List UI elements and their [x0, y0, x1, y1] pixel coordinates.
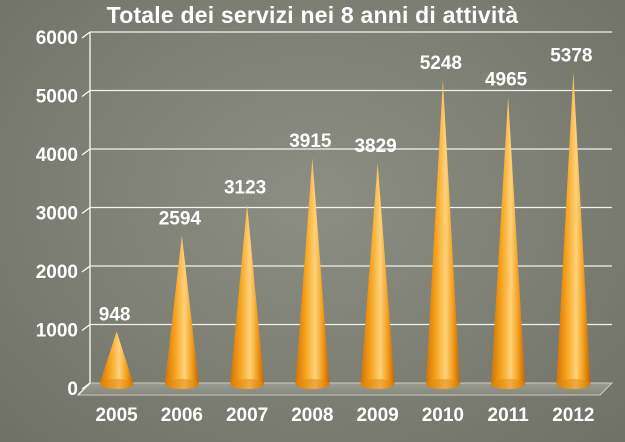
cone-2010: [425, 79, 460, 389]
x-tick-label: 2010: [422, 405, 464, 426]
cone-base: [425, 379, 460, 389]
y-tick-mark: [81, 382, 91, 390]
y-tick-label: 3000: [36, 204, 78, 225]
y-tick-mark: [81, 207, 91, 214]
cone-2006: [164, 235, 199, 389]
data-label: 948: [99, 305, 131, 326]
cone-body: [425, 79, 460, 389]
cone-base: [99, 379, 134, 389]
cone-base: [491, 379, 526, 389]
y-tick-label: 1000: [36, 321, 78, 342]
cone-2007: [230, 204, 265, 389]
y-tick-mark: [81, 265, 91, 273]
cone-body: [164, 235, 199, 389]
cone-body: [295, 157, 330, 389]
y-tick-label: 2000: [36, 262, 78, 283]
x-tick-label: 2007: [226, 405, 268, 426]
data-label: 5248: [420, 53, 462, 74]
cone-2005: [99, 331, 134, 389]
cone-base: [556, 379, 591, 389]
y-tick-mark: [81, 324, 91, 331]
data-label: 3915: [289, 131, 332, 152]
cone-2008: [295, 157, 330, 389]
y-tick-mark: [81, 90, 91, 97]
cone-base: [360, 379, 395, 389]
cone-series: [99, 72, 591, 390]
cone-body: [99, 331, 134, 389]
x-tick-label: 2011: [488, 405, 530, 426]
cone-body: [360, 163, 395, 389]
chart-title: Totale dei servizi nei 8 anni di attivit…: [106, 2, 519, 28]
cone-base: [295, 379, 330, 389]
x-tick-label: 2006: [161, 405, 203, 426]
chart-floor: [76, 382, 614, 396]
cone-2012: [556, 72, 591, 390]
y-tick-mark: [81, 148, 91, 156]
cone-2011: [491, 96, 526, 390]
cone-body: [230, 204, 265, 389]
data-label: 4965: [485, 70, 528, 91]
gridlines: [90, 31, 612, 326]
y-tick-label: 6000: [36, 28, 78, 49]
y-tick-label: 5000: [36, 87, 78, 108]
y-tick-label: 0: [67, 379, 78, 400]
x-tick-label: 2009: [356, 405, 398, 426]
data-label: 3123: [224, 177, 266, 198]
cone-body: [491, 96, 526, 390]
data-labels: 948 2594 3123 3915 3829 5248 4965 5378: [99, 45, 593, 325]
cone-body: [556, 72, 591, 390]
y-tick-mark: [81, 31, 91, 39]
axes: 0 1000 2000 3000 4000 5000 6000 2005 2006 2007 200…: [36, 28, 614, 426]
x-tick-label: 2012: [552, 405, 594, 426]
y-tick-label: 4000: [36, 145, 78, 166]
cone-2009: [360, 163, 395, 389]
x-tick-label: 2008: [291, 405, 333, 426]
x-tick-label: 2005: [95, 405, 138, 426]
data-label: 2594: [159, 208, 202, 229]
cone-base: [230, 379, 265, 389]
data-label: 3829: [354, 136, 396, 157]
cone-base: [164, 379, 199, 389]
data-label: 5378: [550, 45, 592, 66]
